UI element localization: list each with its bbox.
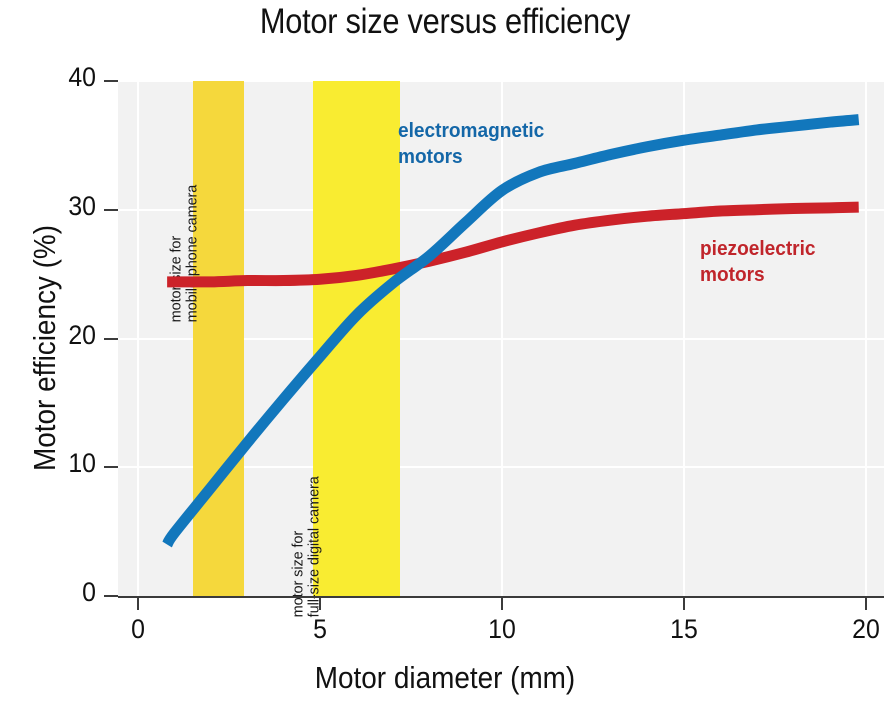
x-tick xyxy=(501,598,503,610)
mobile-phone-camera-band: motor size for mobile phone camera xyxy=(168,81,244,596)
chart-title: Motor size versus efficiency xyxy=(259,2,631,41)
gridline-vertical xyxy=(683,81,685,596)
y-tick xyxy=(104,337,118,340)
annotation-electromagnetic-motors: electromagnetic motors xyxy=(398,118,544,169)
y-tick xyxy=(104,466,118,469)
annotation-em-line2: motors xyxy=(398,144,463,168)
x-tick-label: 20 xyxy=(852,614,880,644)
y-tick xyxy=(104,80,118,82)
x-tick xyxy=(319,598,321,610)
series-curves xyxy=(162,114,860,548)
full-size-digital-camera-band: motor size for full-size digital camera xyxy=(290,81,401,617)
x-tick-label: 10 xyxy=(488,614,516,644)
x-axis-title: Motor diameter (mm) xyxy=(314,660,576,695)
x-axis-line xyxy=(118,596,884,598)
y-tick-label: 0 xyxy=(82,577,96,607)
x-tick-label: 5 xyxy=(313,614,327,644)
series-line-electromagnetic xyxy=(162,114,860,548)
gridline-vertical xyxy=(501,81,503,596)
annotation-pz-line2: motors xyxy=(700,262,765,286)
x-tick-label: 0 xyxy=(131,614,145,644)
y-tick xyxy=(104,595,118,597)
y-tick-label: 30 xyxy=(68,190,96,221)
gridline-vertical xyxy=(137,81,139,596)
x-tick xyxy=(865,598,867,610)
y-tick-label: 20 xyxy=(68,319,96,350)
series-line-piezoelectric xyxy=(167,201,859,288)
gridline-vertical xyxy=(865,81,867,596)
annotation-em-line1: electromagnetic xyxy=(398,119,545,142)
annotation-pz-line1: piezoelectric xyxy=(700,237,816,260)
y-tick-label: 10 xyxy=(68,448,96,479)
x-tick xyxy=(683,598,685,610)
y-tick xyxy=(104,208,118,211)
x-tick xyxy=(137,598,139,610)
y-tick-label: 40 xyxy=(68,62,96,92)
plot-area: motor size for mobile phone camera motor s… xyxy=(118,80,884,617)
x-tick-label: 15 xyxy=(670,614,698,644)
annotation-piezoelectric-motors: piezoelectric motors xyxy=(700,236,816,287)
